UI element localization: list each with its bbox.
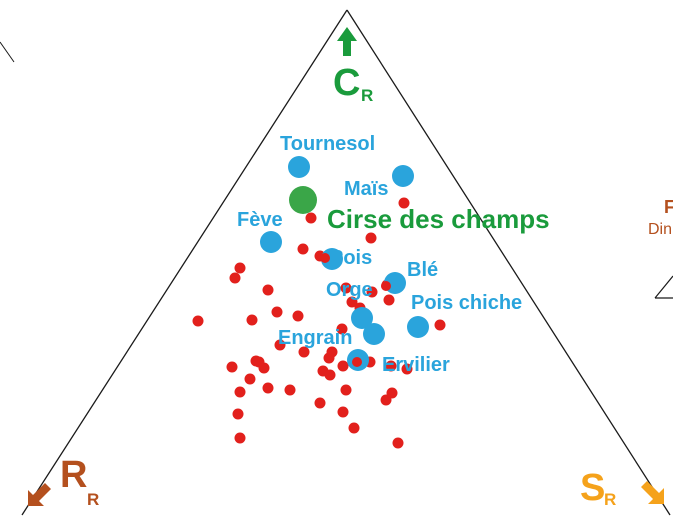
observation-point [348,422,360,434]
crop-point [392,165,414,187]
observation-point [292,310,304,322]
weed-label: Cirse des champs [327,204,550,234]
right-edge [346,9,671,516]
observation-point [381,281,391,291]
crop-point [363,323,385,345]
ruderal-letter: R [60,454,87,496]
observation-point [246,314,258,326]
observation-point [258,362,270,374]
competitor-corner: C R [333,27,373,105]
observation-point [346,296,358,308]
observation-point [192,315,204,327]
observation-point [305,212,317,224]
weed-point [289,186,317,214]
observation-point [226,361,238,373]
crop-points [260,156,429,371]
crop-label-feve: Fève [237,209,283,231]
observation-point [271,306,283,318]
cropped-legend-fragment: F Din [648,197,673,299]
observation-point [234,262,246,274]
crop-label-mais: Maïs [344,178,388,200]
observation-point [250,355,262,367]
crop-label-tournesol: Tournesol [280,133,375,155]
stress-letter: S [580,467,605,509]
observation-points [192,197,446,449]
fragment-text-bottom: Din [648,221,672,238]
observation-point [340,282,352,294]
observation-point [398,197,410,209]
observation-point [340,384,352,396]
crop-point [260,231,282,253]
observation-point [323,352,335,364]
crop-label-orge: Orge [326,279,373,301]
observation-point [320,253,330,263]
observation-point [234,432,246,444]
observation-point [401,363,413,375]
observation-point [284,384,296,396]
observation-point [262,382,274,394]
edge-fragment-topleft [0,41,15,63]
crop-point [288,156,310,178]
crop-point [407,316,429,338]
observation-point [274,339,286,351]
competitor-subscript: R [361,86,373,105]
observation-point [366,286,378,298]
observation-point [232,408,244,420]
observation-point [297,243,309,255]
crop-label-engrain: Engrain [278,327,352,349]
crop-label-pois-chiche: Pois chiche [411,292,522,314]
observation-point [324,369,336,381]
observation-point [365,232,377,244]
observation-point [383,294,395,306]
observation-point [336,323,348,335]
observation-point [262,284,274,296]
left-edge [21,9,348,516]
up-arrow-icon [337,27,357,56]
crop-label-pois: Pois [330,247,372,269]
crop-point [351,307,373,329]
crop-label-ble: Blé [407,259,438,281]
observation-point [385,360,397,372]
observation-point [434,319,446,331]
observation-point [298,346,310,358]
observation-point [337,406,349,418]
down-right-arrow-icon [641,481,664,504]
triangle-outline [0,9,671,516]
observation-point [386,387,398,399]
crop-label-ervilier: Ervilier [382,354,450,376]
observation-point [229,272,241,284]
observation-point [234,386,246,398]
down-left-arrow-icon [28,483,51,506]
observation-point [337,360,349,372]
ruderal-subscript: R [87,490,99,509]
small-triangle-icon [654,275,673,299]
competitor-letter: C [333,62,360,104]
observation-point [244,373,256,385]
observation-point [392,437,404,449]
observation-point [314,397,326,409]
ruderal-corner: R R [28,454,99,509]
stress-corner: S R [580,467,664,509]
fragment-text-top: F [664,197,673,217]
observation-point [352,357,362,367]
stress-subscript: R [604,490,616,509]
